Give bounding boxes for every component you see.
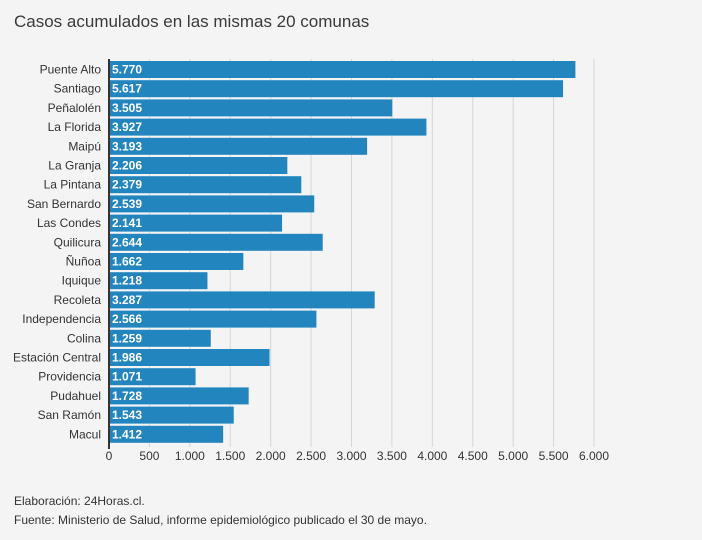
category-label: Recoleta [54, 293, 102, 307]
bar [109, 157, 288, 174]
category-label: San Ramón [38, 408, 101, 422]
bar-value-label: 1.071 [112, 370, 142, 384]
x-tick-label: 2.000 [256, 449, 286, 463]
bar [109, 80, 564, 98]
bar [109, 272, 208, 290]
bar [109, 368, 196, 386]
bar [109, 329, 211, 347]
x-tick-label: 2.500 [296, 449, 326, 463]
bar-value-label: 1.259 [112, 331, 142, 345]
bar-value-label: 2.644 [112, 235, 142, 249]
category-label: La Florida [48, 120, 102, 134]
bar-value-label: 3.505 [112, 101, 142, 115]
bar [109, 233, 323, 251]
category-label: Las Condes [37, 216, 101, 230]
x-tick-label: 1.000 [175, 449, 205, 463]
bar [109, 118, 427, 136]
category-label: Independencia [22, 312, 101, 326]
x-tick-label: 0 [106, 449, 113, 463]
bar [109, 99, 393, 117]
bar [109, 349, 270, 366]
bar-value-label: 3.193 [112, 139, 142, 153]
bar-value-label: 1.662 [112, 255, 142, 269]
bar-value-label: 1.986 [112, 351, 142, 365]
category-label: Iquique [62, 274, 102, 288]
x-tick-label: 3.000 [336, 449, 366, 463]
bar-value-label: 2.206 [112, 159, 142, 173]
footer-credit: Elaboración: 24Horas.cl. [14, 494, 145, 508]
bar-value-label: 1.543 [112, 408, 142, 422]
bar-value-label: 1.728 [112, 389, 142, 403]
bar [109, 387, 249, 405]
category-label: La Pintana [44, 178, 102, 192]
category-label: Ñuñoa [66, 255, 102, 269]
bar-value-label: 3.287 [112, 293, 142, 307]
bar-value-label: 3.927 [112, 120, 142, 134]
x-tick-label: 1.500 [215, 449, 245, 463]
x-tick-label: 4.000 [417, 449, 447, 463]
category-label: Pudahuel [50, 389, 101, 403]
category-label: Macul [69, 427, 101, 441]
bar [109, 195, 315, 213]
x-tick-label: 5.500 [539, 449, 569, 463]
x-tick-label: 4.500 [458, 449, 488, 463]
bar-value-label: 2.379 [112, 178, 142, 192]
bar [109, 291, 375, 309]
bar-value-label: 2.539 [112, 197, 142, 211]
bar-value-label: 5.617 [112, 82, 142, 96]
category-label: San Bernardo [27, 197, 101, 211]
category-label: Puente Alto [40, 63, 102, 77]
category-label: Santiago [54, 82, 102, 96]
bar [109, 61, 576, 78]
category-label: Colina [67, 331, 101, 345]
bar [109, 425, 224, 443]
category-label: Providencia [38, 370, 101, 384]
category-label: Maipú [68, 139, 101, 153]
bar [109, 406, 234, 424]
x-tick-label: 5.000 [498, 449, 528, 463]
bars [109, 61, 576, 443]
category-label: La Granja [48, 159, 101, 173]
x-tick-label: 500 [139, 449, 159, 463]
bar [109, 214, 283, 232]
bar-value-label: 5.770 [112, 63, 142, 77]
bar [109, 137, 368, 155]
category-label: Peñalolén [48, 101, 101, 115]
category-labels: Puente Alto Santiago Peñalolén La Florida Ma… [13, 63, 101, 442]
bar-chart: Puente Alto Santiago Peñalolén La Florida Ma… [13, 59, 610, 463]
bar [109, 253, 244, 270]
bar [109, 310, 317, 328]
category-label: Quilicura [54, 235, 102, 249]
x-tick-label: 3.500 [377, 449, 407, 463]
bar-value-label: 2.566 [112, 312, 142, 326]
bar-value-label: 2.141 [112, 216, 142, 230]
bar [109, 176, 302, 194]
footer-source: Fuente: Ministerio de Salud, informe epi… [14, 513, 427, 527]
value-labels: 5.770 5.617 3.505 3.927 3.193 2.206 2.379 2.539… [112, 63, 142, 442]
x-tick-labels: 0 500 1.000 1.500 2.000 2.500 3.000 3.500 4.000 4… [106, 449, 610, 463]
category-label: Estación Central [13, 351, 101, 365]
x-tick-label: 6.000 [579, 449, 609, 463]
bar-value-label: 1.412 [112, 427, 142, 441]
bar-value-label: 1.218 [112, 274, 142, 288]
chart-title: Casos acumulados en las mismas 20 comuna… [14, 12, 370, 31]
